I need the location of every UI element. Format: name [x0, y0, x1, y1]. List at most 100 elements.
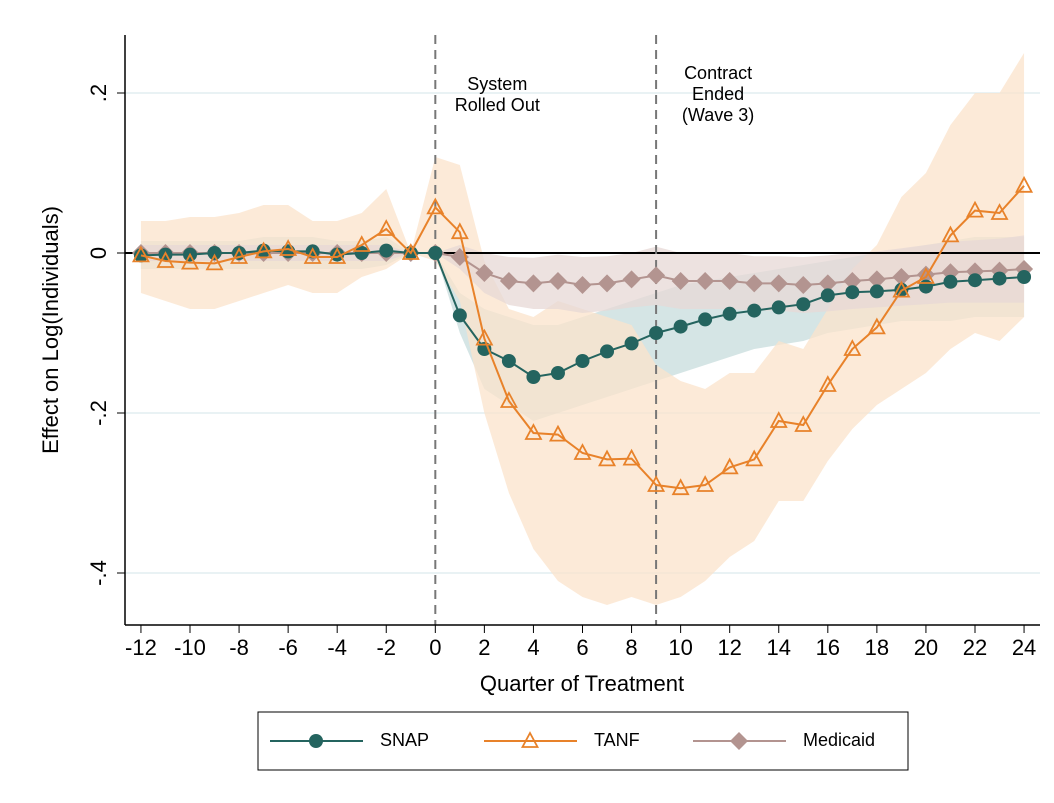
- marker: [377, 219, 396, 236]
- marker: [156, 251, 175, 268]
- y-tick-label: 0: [86, 247, 111, 259]
- marker: [548, 272, 567, 290]
- marker: [1017, 270, 1032, 284]
- marker: [622, 270, 641, 289]
- legend-marker: [520, 731, 540, 748]
- marker: [673, 319, 688, 334]
- legend-marker: [730, 732, 748, 750]
- marker: [475, 328, 494, 346]
- marker: [843, 272, 862, 290]
- marker: [600, 344, 615, 359]
- marker: [916, 267, 935, 284]
- marker: [501, 354, 516, 368]
- confidence-band: [140, 53, 1025, 605]
- marker: [794, 415, 813, 432]
- marker: [696, 272, 715, 290]
- marker: [598, 449, 617, 467]
- x-tick-label: 22: [963, 635, 987, 660]
- annotation: (Wave 3): [682, 105, 754, 125]
- x-tick-label: 10: [668, 635, 692, 660]
- marker: [671, 478, 690, 496]
- marker: [254, 241, 273, 259]
- marker: [818, 375, 837, 392]
- marker: [647, 475, 666, 492]
- marker: [843, 339, 862, 356]
- marker: [230, 247, 249, 264]
- marker: [428, 246, 443, 260]
- x-tick-label: -2: [376, 635, 396, 660]
- annotation: Ended: [692, 84, 744, 104]
- marker: [649, 326, 664, 340]
- marker: [892, 280, 911, 298]
- marker: [867, 270, 886, 289]
- marker: [207, 246, 222, 260]
- marker: [426, 197, 445, 215]
- series-line: [140, 185, 1025, 490]
- marker: [845, 285, 860, 300]
- marker: [671, 272, 690, 290]
- x-tick-label: 12: [717, 635, 741, 660]
- marker: [624, 336, 639, 351]
- marker: [771, 300, 786, 315]
- marker: [892, 268, 911, 286]
- marker: [330, 247, 345, 262]
- marker: [965, 200, 984, 218]
- marker: [941, 225, 960, 243]
- marker: [745, 449, 764, 467]
- marker: [328, 247, 347, 264]
- x-tick-label: -12: [125, 635, 157, 660]
- x-tick-label: 4: [527, 635, 539, 660]
- marker: [475, 264, 494, 282]
- legend-label: SNAP: [380, 730, 429, 750]
- x-tick-label: 6: [576, 635, 588, 660]
- marker: [747, 303, 762, 318]
- marker: [796, 297, 811, 312]
- marker: [869, 284, 884, 299]
- marker: [818, 274, 837, 293]
- legend-marker: [309, 734, 323, 748]
- marker: [647, 266, 666, 285]
- marker: [573, 443, 592, 460]
- marker: [548, 424, 567, 442]
- x-tick-label: 2: [478, 635, 490, 660]
- marker: [820, 288, 835, 303]
- marker: [379, 243, 394, 258]
- marker: [205, 253, 224, 271]
- marker: [401, 243, 420, 260]
- x-axis-title: Quarter of Treatment: [480, 671, 684, 696]
- marker: [992, 271, 1007, 286]
- marker: [943, 274, 958, 289]
- marker: [769, 274, 788, 293]
- marker: [524, 423, 543, 440]
- x-tick-label: -6: [278, 635, 298, 660]
- x-tick-label: -8: [229, 635, 249, 660]
- marker: [499, 272, 518, 290]
- legend-label: Medicaid: [803, 730, 875, 750]
- annotation: System: [467, 74, 527, 94]
- marker: [279, 239, 298, 256]
- marker: [1015, 175, 1034, 193]
- marker: [573, 276, 592, 294]
- marker: [524, 274, 543, 293]
- marker: [696, 475, 715, 492]
- marker: [499, 391, 518, 408]
- marker: [303, 247, 322, 264]
- x-tick-label: 24: [1012, 635, 1036, 660]
- y-tick-label: -.4: [86, 560, 111, 586]
- x-tick-label: -10: [174, 635, 206, 660]
- marker: [181, 252, 200, 270]
- marker: [745, 274, 764, 293]
- annotation: Contract: [684, 63, 752, 83]
- marker: [352, 235, 371, 252]
- x-tick-label: -4: [327, 635, 347, 660]
- marker: [598, 274, 617, 293]
- x-tick-label: 16: [816, 635, 840, 660]
- x-tick-label: 0: [429, 635, 441, 660]
- marker: [722, 306, 737, 321]
- marker: [550, 366, 565, 380]
- x-tick-label: 14: [767, 635, 791, 660]
- marker: [354, 246, 369, 260]
- marker: [450, 222, 469, 240]
- annotation: Rolled Out: [455, 95, 540, 115]
